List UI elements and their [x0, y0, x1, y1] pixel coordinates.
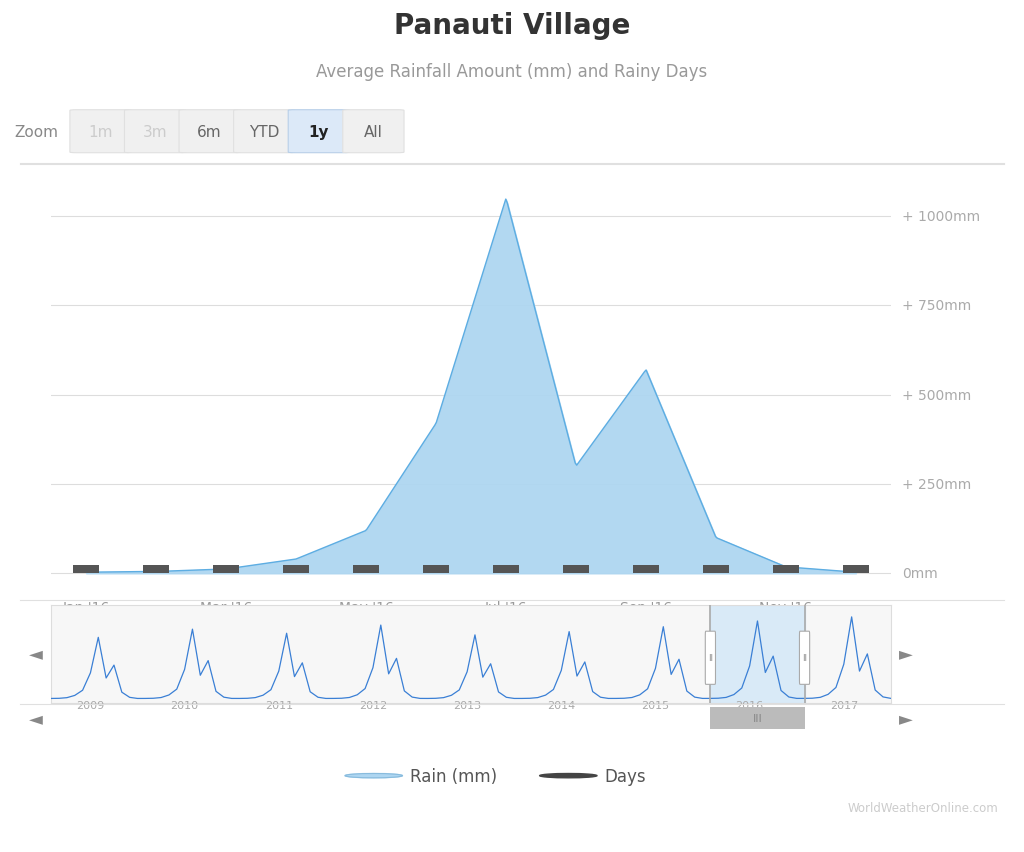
Text: 0mm: 0mm	[902, 567, 938, 580]
FancyBboxPatch shape	[179, 111, 241, 153]
Text: Average Rainfall Amount (mm) and Rainy Days: Average Rainfall Amount (mm) and Rainy D…	[316, 63, 708, 82]
Text: + 250mm: + 250mm	[902, 477, 971, 492]
Text: Sep '16: Sep '16	[620, 601, 672, 614]
Text: II: II	[802, 653, 807, 663]
Bar	[702, 566, 729, 573]
Bar	[73, 566, 99, 573]
Text: 2012: 2012	[358, 700, 387, 711]
Text: Rain (mm): Rain (mm)	[410, 767, 497, 785]
Bar	[711, 707, 805, 729]
Bar	[213, 566, 240, 573]
Bar	[773, 566, 799, 573]
Text: 1y: 1y	[308, 124, 329, 140]
FancyBboxPatch shape	[800, 631, 810, 684]
Text: 1m: 1m	[88, 124, 113, 140]
FancyBboxPatch shape	[233, 111, 295, 153]
FancyBboxPatch shape	[706, 631, 716, 684]
Text: 2009: 2009	[77, 700, 104, 711]
Text: ►: ►	[899, 709, 913, 728]
Text: Nov '16: Nov '16	[760, 601, 812, 614]
Circle shape	[345, 774, 402, 778]
Text: Mar '16: Mar '16	[200, 601, 252, 614]
Bar	[283, 566, 309, 573]
Text: 2011: 2011	[265, 700, 293, 711]
Bar	[843, 566, 869, 573]
Bar	[143, 566, 169, 573]
Text: 2015: 2015	[641, 700, 670, 711]
FancyBboxPatch shape	[125, 111, 185, 153]
Circle shape	[540, 774, 597, 778]
FancyBboxPatch shape	[343, 111, 404, 153]
Text: 6m: 6m	[198, 124, 222, 140]
Text: III: III	[753, 713, 762, 723]
Text: 3m: 3m	[142, 124, 167, 140]
Text: All: All	[364, 124, 383, 140]
Bar	[711, 605, 805, 703]
Bar	[423, 566, 450, 573]
Text: WorldWeatherOnline.com: WorldWeatherOnline.com	[848, 801, 998, 815]
Bar	[633, 566, 659, 573]
Text: Days: Days	[604, 767, 646, 785]
Text: May '16: May '16	[339, 601, 393, 614]
Text: YTD: YTD	[249, 124, 280, 140]
Bar	[353, 566, 379, 573]
Text: + 500mm: + 500mm	[902, 389, 971, 402]
Text: + 1000mm: + 1000mm	[902, 210, 980, 224]
Text: ◄: ◄	[29, 645, 43, 663]
FancyBboxPatch shape	[288, 111, 349, 153]
Text: 2014: 2014	[547, 700, 575, 711]
Text: ►: ►	[899, 645, 913, 663]
Text: + 750mm: + 750mm	[902, 299, 971, 313]
Text: 2010: 2010	[171, 700, 199, 711]
Text: ◄: ◄	[29, 709, 43, 728]
Text: Panauti Village: Panauti Village	[394, 12, 630, 40]
Text: Jan '16: Jan '16	[62, 601, 110, 614]
Text: Zoom: Zoom	[14, 124, 58, 140]
Text: II: II	[708, 653, 713, 663]
Text: Jul '16: Jul '16	[484, 601, 527, 614]
Bar	[563, 566, 589, 573]
Text: 2013: 2013	[453, 700, 481, 711]
Bar	[493, 566, 519, 573]
FancyBboxPatch shape	[70, 111, 131, 153]
Text: 2017: 2017	[829, 700, 858, 711]
Text: 2016: 2016	[735, 700, 764, 711]
